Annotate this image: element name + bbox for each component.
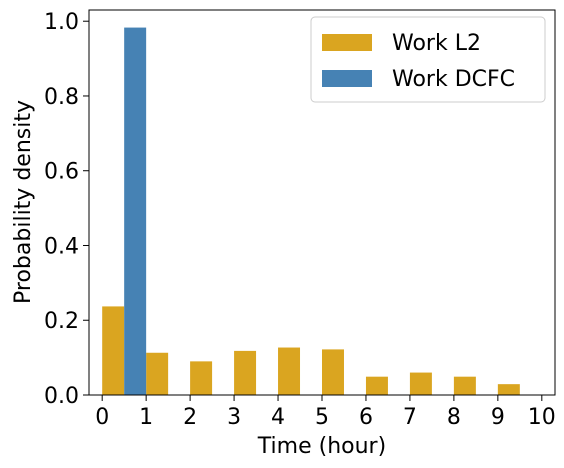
bar-work-l2-bin-0 <box>102 306 125 395</box>
x-tick-label: 7 <box>403 405 417 430</box>
x-tick-label: 0 <box>95 405 109 430</box>
bar-work-l2-bin-1 <box>146 352 169 395</box>
x-tick-label: 8 <box>447 405 461 430</box>
legend-swatch-work-l2 <box>322 34 372 51</box>
bar-work-l2-bin-8 <box>453 376 476 395</box>
y-tick-label: 0.2 <box>44 309 79 334</box>
x-tick-label: 3 <box>227 405 241 430</box>
y-tick-label: 0.6 <box>44 160 79 185</box>
x-tick-label: 9 <box>491 405 505 430</box>
x-tick-label: 1 <box>139 405 153 430</box>
bar-work-dcfc-bin-0 <box>124 27 147 395</box>
x-tick-label: 5 <box>315 405 329 430</box>
legend: Work L2 Work DCFC <box>310 16 546 103</box>
y-axis-title: Probability density <box>11 100 36 304</box>
y-tick-label: 0.0 <box>44 384 79 409</box>
x-tick-label: 6 <box>359 405 373 430</box>
bar-work-l2-bin-9 <box>497 384 520 395</box>
bar-work-l2-bin-7 <box>409 372 432 395</box>
bar-work-l2-bin-5 <box>322 349 344 395</box>
x-axis-title: Time (hour) <box>257 434 386 459</box>
y-tick-label: 0.8 <box>44 85 79 110</box>
y-tick-label: 0.4 <box>44 234 79 259</box>
x-tick-label: 10 <box>528 405 556 430</box>
bars-group <box>102 27 542 395</box>
y-axis: 0.0 0.2 0.4 0.6 0.8 1.0 <box>44 10 89 409</box>
legend-label-work-dcfc: Work DCFC <box>392 67 515 92</box>
x-tick-label: 2 <box>183 405 197 430</box>
bar-work-l2-bin-2 <box>190 361 213 395</box>
bar-work-l2-bin-4 <box>278 347 301 395</box>
x-tick-label: 4 <box>271 405 285 430</box>
x-axis: 0 1 2 3 4 5 6 7 8 9 10 <box>95 395 556 430</box>
legend-swatch-work-dcfc <box>322 70 372 87</box>
bar-work-l2-bin-3 <box>234 350 257 395</box>
legend-label-work-l2: Work L2 <box>392 31 481 56</box>
bar-work-l2-bin-6 <box>365 376 388 395</box>
y-tick-label: 1.0 <box>44 10 79 35</box>
